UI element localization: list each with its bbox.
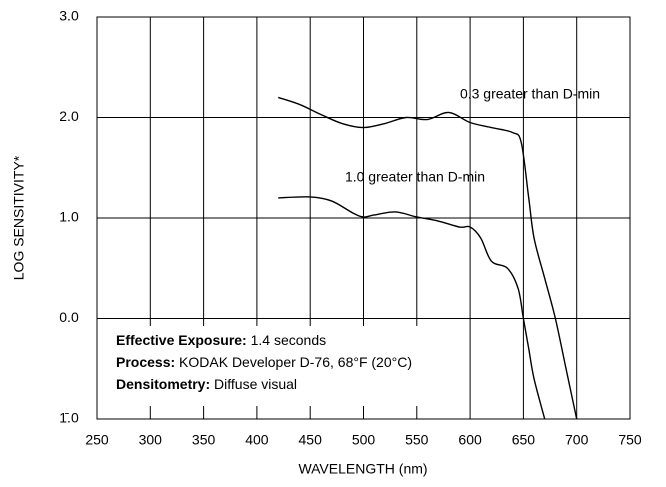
x-tick-label: 750 bbox=[618, 432, 642, 448]
annotation: Process: KODAK Developer D-76, 68°F (20°… bbox=[116, 354, 412, 370]
y-tick-label: 0.0 bbox=[59, 309, 79, 325]
x-tick-label: 500 bbox=[352, 432, 376, 448]
curve bbox=[278, 196, 546, 420]
series-label: 1.0 greater than D-min bbox=[345, 169, 485, 185]
x-tick-label: 300 bbox=[139, 432, 163, 448]
series-label: 0.3 greater than D-min bbox=[460, 86, 600, 102]
x-tick-label: 350 bbox=[192, 432, 216, 448]
annotation-text: 1.4 seconds bbox=[247, 332, 326, 348]
x-tick-label: 250 bbox=[85, 432, 109, 448]
x-tick-label: 650 bbox=[512, 432, 536, 448]
x-tick-label: 600 bbox=[458, 432, 482, 448]
curve bbox=[278, 96, 578, 420]
annotation: Densitometry: Diffuse visual bbox=[116, 376, 297, 392]
x-axis-label: WAVELENGTH (nm) bbox=[298, 461, 427, 477]
x-tick-label: 400 bbox=[245, 432, 269, 448]
y-tick-label: 1̄.0 bbox=[59, 410, 79, 426]
y-tick-label: 2.0 bbox=[59, 108, 79, 124]
annotation-box bbox=[110, 326, 440, 406]
annotation: Effective Exposure: 1.4 seconds bbox=[116, 332, 326, 348]
annotation-bold: Densitometry: bbox=[116, 376, 210, 392]
y-axis-label: LOG SENSITIVITY* bbox=[11, 155, 27, 280]
annotation-bold: Process: bbox=[116, 354, 175, 370]
annotation-bold: Effective Exposure: bbox=[116, 332, 247, 348]
x-tick-label: 550 bbox=[405, 432, 429, 448]
x-tick-label: 450 bbox=[299, 432, 323, 448]
y-tick-label: 3.0 bbox=[59, 8, 79, 24]
x-tick-label: 700 bbox=[565, 432, 589, 448]
annotation-text: Diffuse visual bbox=[210, 376, 297, 392]
annotation-text: KODAK Developer D-76, 68°F (20°C) bbox=[175, 354, 412, 370]
y-tick-label: 1.0 bbox=[59, 209, 79, 225]
